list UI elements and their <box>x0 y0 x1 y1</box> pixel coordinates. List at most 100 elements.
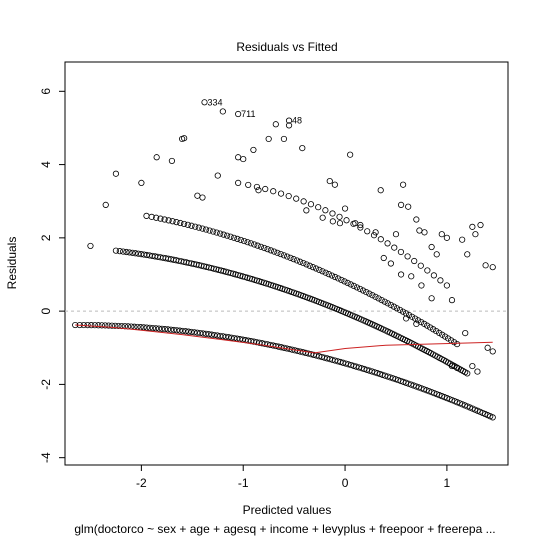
residual-point <box>338 276 345 284</box>
residual-point <box>251 241 258 248</box>
residual-point <box>168 157 176 165</box>
residual-point <box>214 172 221 179</box>
residual-point <box>408 273 415 280</box>
residual-point <box>472 231 479 238</box>
residual-point <box>199 330 207 337</box>
residual-point <box>173 219 180 226</box>
residual-point <box>462 330 469 337</box>
residual-point <box>433 327 440 335</box>
residual-point <box>102 322 109 329</box>
residual-point <box>344 279 351 286</box>
residual-point <box>421 229 428 236</box>
residual-point <box>211 331 218 339</box>
residual-point <box>157 215 164 222</box>
residual-point <box>430 326 437 333</box>
outlier-label: 48 <box>292 116 302 126</box>
residual-point <box>396 306 404 314</box>
x-tick-label: -2 <box>136 476 147 490</box>
residual-point <box>265 135 272 143</box>
residual-point <box>413 320 420 328</box>
residual-point <box>420 386 428 393</box>
residual-point <box>343 217 350 224</box>
residual-point <box>254 242 261 249</box>
residual-point <box>357 221 364 229</box>
residual-point <box>331 181 338 188</box>
residual-point <box>112 322 119 329</box>
residual-point <box>364 228 371 235</box>
residual-point <box>158 325 166 332</box>
residual-point <box>315 204 322 211</box>
residual-point <box>469 223 476 230</box>
residual-point <box>378 296 385 304</box>
residual-point <box>464 370 471 377</box>
residual-point <box>309 264 317 271</box>
residual-point <box>423 387 430 394</box>
residual-point <box>220 231 227 238</box>
residual-point <box>387 260 394 267</box>
residual-point <box>126 249 133 256</box>
residual-point <box>170 326 177 334</box>
residual-point <box>392 231 400 238</box>
residual-point <box>180 220 188 228</box>
residual-point <box>393 305 401 312</box>
residual-point <box>303 261 310 268</box>
residual-point <box>153 154 160 161</box>
residual-point <box>375 295 382 302</box>
x-tick-label: -1 <box>238 476 249 490</box>
residual-point <box>115 322 122 330</box>
residual-point <box>489 264 496 271</box>
residual-point <box>306 262 313 269</box>
residual-point <box>277 250 284 258</box>
residual-point <box>369 292 376 299</box>
residual-point <box>173 327 180 334</box>
residual-point <box>347 151 354 158</box>
residual-point <box>272 121 279 128</box>
residual-point <box>430 272 437 279</box>
residual-point <box>347 281 354 288</box>
residual-point <box>329 210 336 217</box>
residual-point <box>191 329 198 336</box>
y-tick-label: 0 <box>39 307 53 314</box>
residual-point <box>244 239 251 246</box>
residual-point <box>438 231 445 238</box>
residual-point <box>428 295 435 302</box>
residual-point <box>384 300 391 307</box>
residual-point <box>84 321 91 329</box>
residual-point <box>303 207 310 214</box>
residual-point <box>164 326 172 333</box>
residual-point <box>267 247 274 254</box>
residual-point <box>313 265 320 272</box>
residual-point <box>148 213 155 220</box>
residual-point <box>184 221 191 228</box>
residual-point <box>146 324 153 331</box>
residual-point <box>235 110 242 118</box>
x-tick-label: 0 <box>342 476 349 490</box>
residual-point <box>474 368 481 375</box>
residual-point <box>464 251 471 258</box>
residual-point <box>336 213 343 220</box>
residual-point <box>235 179 242 186</box>
outlier-label: 711 <box>241 109 255 119</box>
smooth-trend-line <box>75 324 493 354</box>
residual-point <box>413 216 420 223</box>
residual-point <box>372 229 379 236</box>
residual-point <box>143 212 150 219</box>
residual-point <box>153 214 160 221</box>
residual-point <box>112 170 120 177</box>
residual-point <box>202 330 210 337</box>
residual-point <box>443 234 450 241</box>
residual-point <box>192 223 199 230</box>
residual-point <box>424 322 431 329</box>
residual-point <box>194 329 201 336</box>
residual-point <box>400 181 407 188</box>
residual-point <box>350 282 357 290</box>
residual-point <box>194 192 201 199</box>
residual-point <box>427 324 434 331</box>
residual-point <box>274 249 281 256</box>
residual-point <box>384 240 391 247</box>
residual-point <box>322 207 329 214</box>
residual-point <box>360 287 367 294</box>
residual-point <box>245 181 252 189</box>
residual-point <box>335 275 342 282</box>
residual-point <box>205 331 212 338</box>
